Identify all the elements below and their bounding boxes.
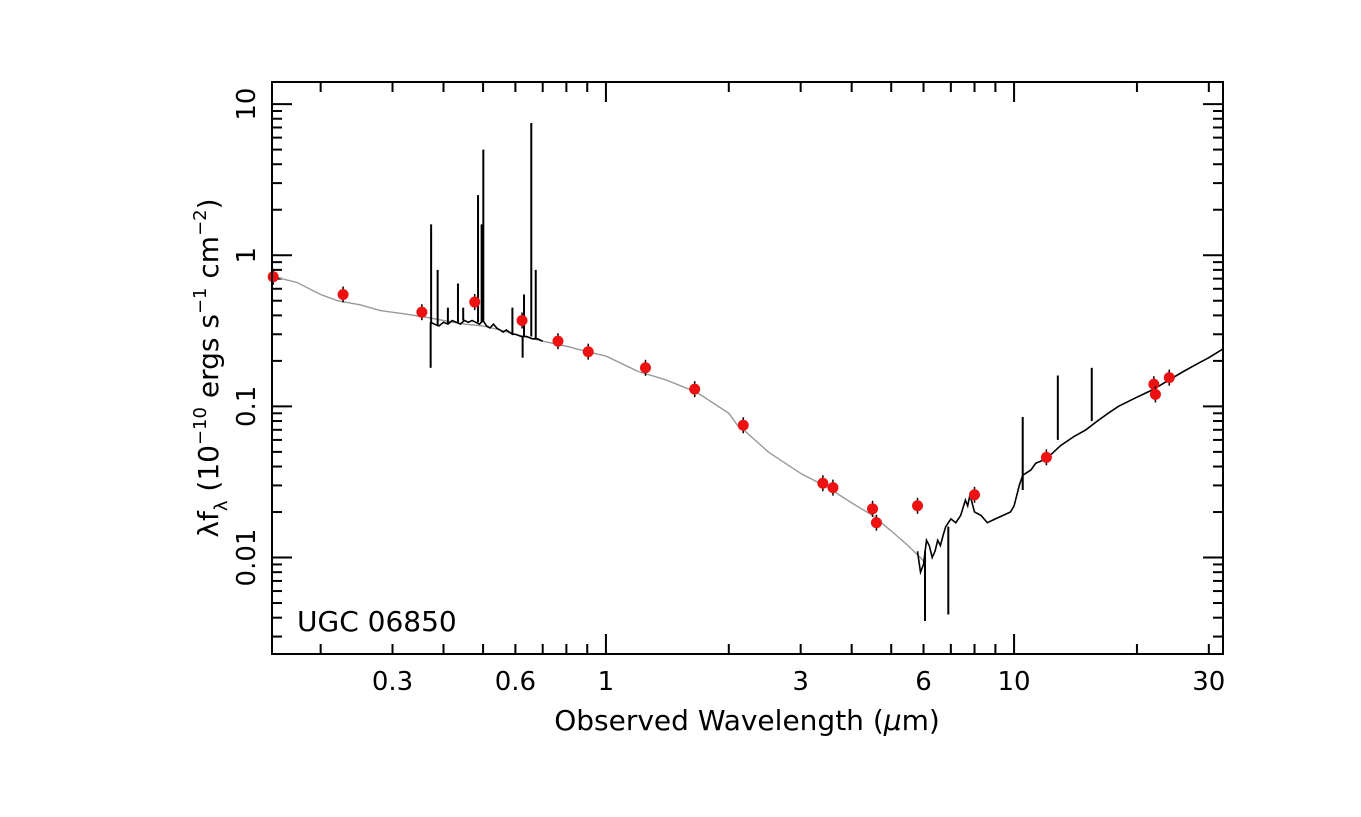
photometry-point	[267, 271, 279, 283]
plot-frame	[271, 81, 1224, 655]
y-tick-label: 0.1	[232, 386, 262, 427]
x-tick-label: 30	[1192, 667, 1225, 697]
x-tick-label: 3	[792, 667, 809, 697]
photometry-point	[737, 419, 749, 431]
photometry-layer	[267, 268, 1175, 531]
x-tick-label: 1	[598, 667, 615, 697]
photometry-point	[1148, 378, 1160, 390]
photometry-point	[516, 314, 528, 326]
x-tick-label: 10	[998, 667, 1031, 697]
ir-spectrum-line	[916, 348, 1224, 576]
model-sed-layer	[271, 273, 924, 562]
y-axis-label: λfλ (10−10 ergs s−1 cm−2)	[190, 198, 232, 537]
x-tick-label: 6	[915, 667, 932, 697]
photometry-point	[827, 482, 839, 494]
y-tick-label: 1	[232, 247, 262, 264]
photometry-point	[582, 346, 594, 358]
photometry-point	[689, 383, 701, 395]
photometry-point	[912, 500, 924, 512]
photometry-point	[1149, 388, 1161, 400]
galaxy-name-annotation: UGC 06850	[297, 605, 457, 638]
photometry-point	[867, 503, 879, 515]
photometry-point	[552, 335, 564, 347]
x-tick-label: 0.6	[495, 667, 536, 697]
photometry-point	[969, 489, 981, 501]
photometry-point	[639, 362, 651, 374]
photometry-point	[817, 477, 829, 489]
photometry-point	[1040, 451, 1052, 463]
x-axis-label: Observed Wavelength (μm)	[554, 704, 940, 737]
y-tick-label: 0.01	[232, 529, 262, 587]
model-sed-line	[271, 273, 924, 562]
photometry-point	[469, 296, 481, 308]
optical-spectrum-line	[430, 319, 544, 342]
axis-ticks	[272, 82, 1223, 654]
spectrum-layer	[429, 122, 1224, 622]
x-tick-labels: 0.3 0.6 1 3 6 10 30	[372, 667, 1226, 697]
photometry-point	[870, 517, 882, 529]
y-tick-label: 10	[232, 88, 262, 121]
y-tick-labels: 0.01 0.1 1 10	[232, 88, 262, 587]
photometry-point	[337, 288, 349, 300]
photometry-point	[416, 306, 428, 318]
x-tick-label: 0.3	[372, 667, 413, 697]
photometry-point	[1163, 372, 1175, 384]
